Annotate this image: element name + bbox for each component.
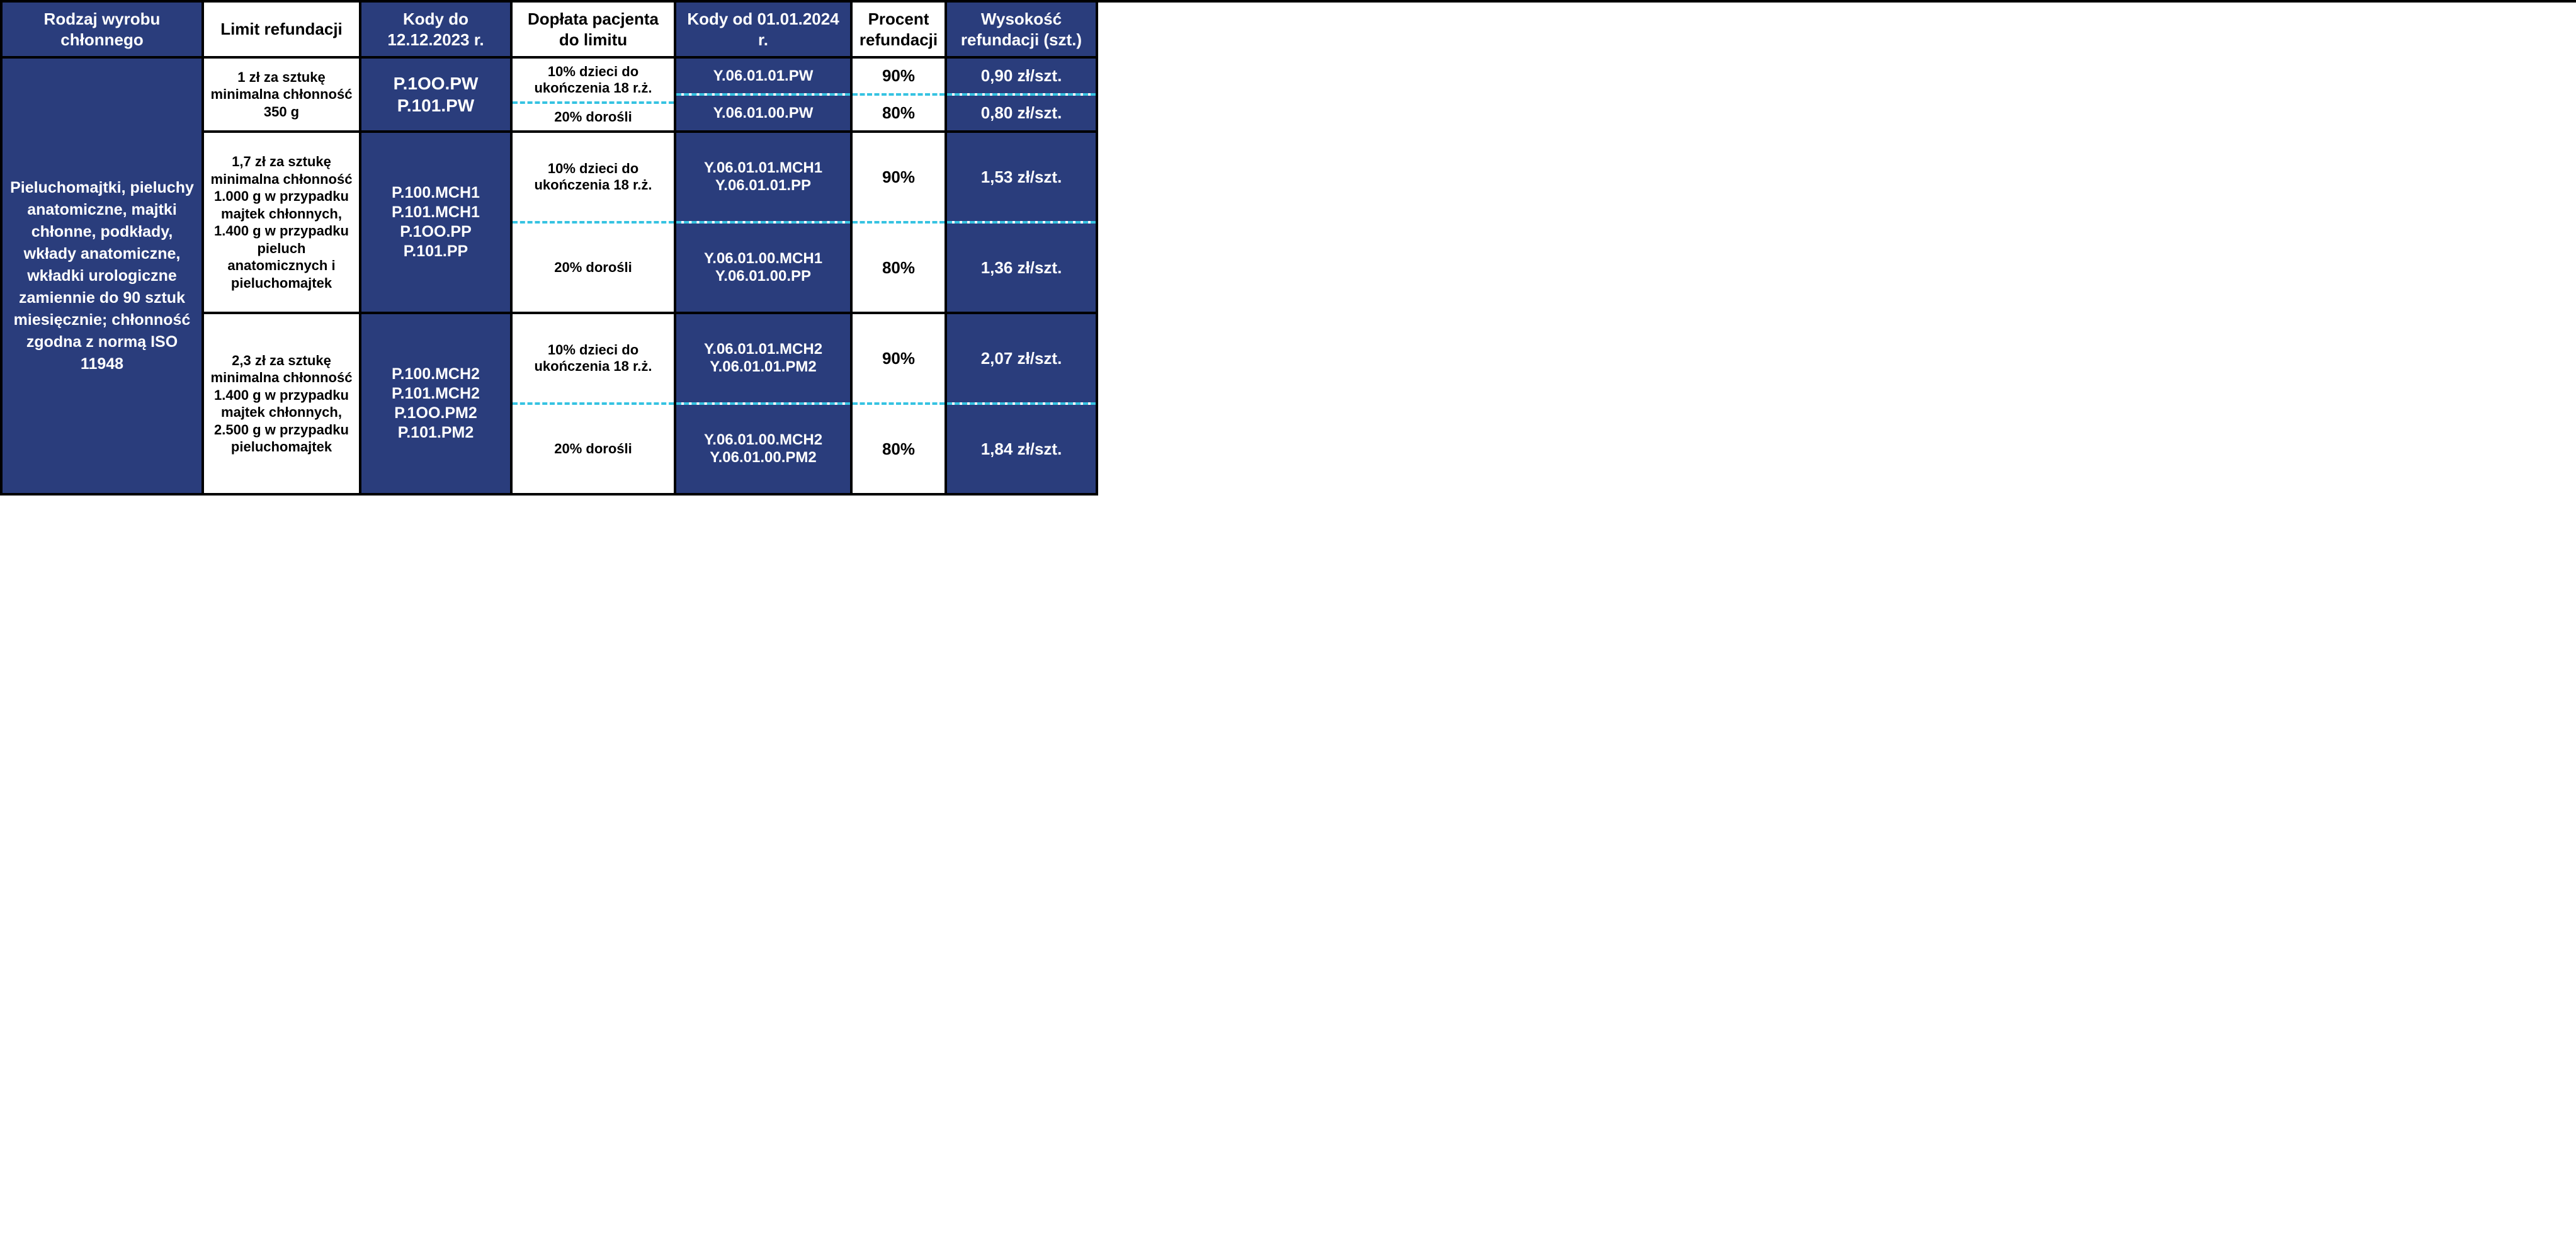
- row3-procent-split: 90% 80%: [853, 314, 947, 496]
- row1-procent-children: 90%: [853, 59, 945, 93]
- row2-doplata-adults: 20% dorośli: [513, 224, 674, 312]
- row1-wysokosc-split: 0,90 zł/szt. 0,80 zł/szt.: [947, 59, 1098, 133]
- row2-kody-children: Y.06.01.01.MCH1Y.06.01.01.PP: [676, 133, 850, 221]
- row3-wysokosc-split: 2,07 zł/szt. 1,84 zł/szt.: [947, 314, 1098, 496]
- row1-procent-split: 90% 80%: [853, 59, 947, 133]
- row1-kody-children: Y.06.01.01.PW: [676, 59, 850, 93]
- refund-table: Rodzaj wyrobu chłonnego Limit refundacji…: [0, 0, 2576, 496]
- row2-procent-adults: 80%: [853, 224, 945, 312]
- row3-limit: 2,3 zł za sztukę minimalna chłonność 1.4…: [204, 314, 361, 496]
- row3-kody-adults: Y.06.01.00.MCH2Y.06.01.00.PM2: [676, 405, 850, 493]
- header-doplata: Dopłata pacjenta do limitu: [513, 3, 676, 59]
- row3-procent-children: 90%: [853, 314, 945, 402]
- row3-procent-adults: 80%: [853, 405, 945, 493]
- row1-doplata-children: 10% dzieci do ukończenia 18 r.ż.: [513, 59, 674, 101]
- header-kody-od: Kody od 01.01.2024 r.: [676, 3, 853, 59]
- row2-procent-split: 90% 80%: [853, 133, 947, 314]
- row2-doplata-split: 10% dzieci do ukończenia 18 r.ż. 20% dor…: [513, 133, 676, 314]
- row2-kody-adults: Y.06.01.00.MCH1Y.06.01.00.PP: [676, 224, 850, 312]
- row2-doplata-children: 10% dzieci do ukończenia 18 r.ż.: [513, 133, 674, 221]
- row1-doplata-split: 10% dzieci do ukończenia 18 r.ż. 20% dor…: [513, 59, 676, 133]
- row1-wysokosc-children: 0,90 zł/szt.: [947, 59, 1096, 93]
- header-limit: Limit refundacji: [204, 3, 361, 59]
- row2-wysokosc-children: 1,53 zł/szt.: [947, 133, 1096, 221]
- row3-doplata-adults: 20% dorośli: [513, 405, 674, 493]
- row2-wysokosc-split: 1,53 zł/szt. 1,36 zł/szt.: [947, 133, 1098, 314]
- header-kody-do: Kody do 12.12.2023 r.: [361, 3, 513, 59]
- row3-wysokosc-children: 2,07 zł/szt.: [947, 314, 1096, 402]
- row1-kody-split: Y.06.01.01.PW Y.06.01.00.PW: [676, 59, 853, 133]
- row1-doplata-adults: 20% dorośli: [513, 104, 674, 130]
- header-wysokosc: Wysokość refundacji (szt.): [947, 3, 1098, 59]
- row2-kody-split: Y.06.01.01.MCH1Y.06.01.01.PP Y.06.01.00.…: [676, 133, 853, 314]
- row3-wysokosc-adults: 1,84 zł/szt.: [947, 405, 1096, 493]
- row3-kody-split: Y.06.01.01.MCH2Y.06.01.01.PM2 Y.06.01.00…: [676, 314, 853, 496]
- row3-doplata-split: 10% dzieci do ukończenia 18 r.ż. 20% dor…: [513, 314, 676, 496]
- row2-codes-old: P.100.MCH1P.101.MCH1P.1OO.PPP.101.PP: [361, 133, 513, 314]
- row1-procent-adults: 80%: [853, 96, 945, 130]
- header-rodzaj: Rodzaj wyrobu chłonnego: [3, 3, 204, 59]
- row1-codes-old: P.1OO.PWP.101.PW: [361, 59, 513, 133]
- product-description: Pieluchomajtki, pieluchy anatomiczne, ma…: [3, 59, 204, 496]
- header-procent: Procent refundacji: [853, 3, 947, 59]
- row1-limit: 1 zł za sztukę minimalna chłonność 350 g: [204, 59, 361, 133]
- row3-codes-old: P.100.MCH2P.101.MCH2P.1OO.PM2P.101.PM2: [361, 314, 513, 496]
- row2-wysokosc-adults: 1,36 zł/szt.: [947, 224, 1096, 312]
- row2-limit: 1,7 zł za sztukę minimalna chłonność 1.0…: [204, 133, 361, 314]
- row1-wysokosc-adults: 0,80 zł/szt.: [947, 96, 1096, 130]
- row3-doplata-children: 10% dzieci do ukończenia 18 r.ż.: [513, 314, 674, 402]
- row1-kody-adults: Y.06.01.00.PW: [676, 96, 850, 130]
- row3-kody-children: Y.06.01.01.MCH2Y.06.01.01.PM2: [676, 314, 850, 402]
- row2-procent-children: 90%: [853, 133, 945, 221]
